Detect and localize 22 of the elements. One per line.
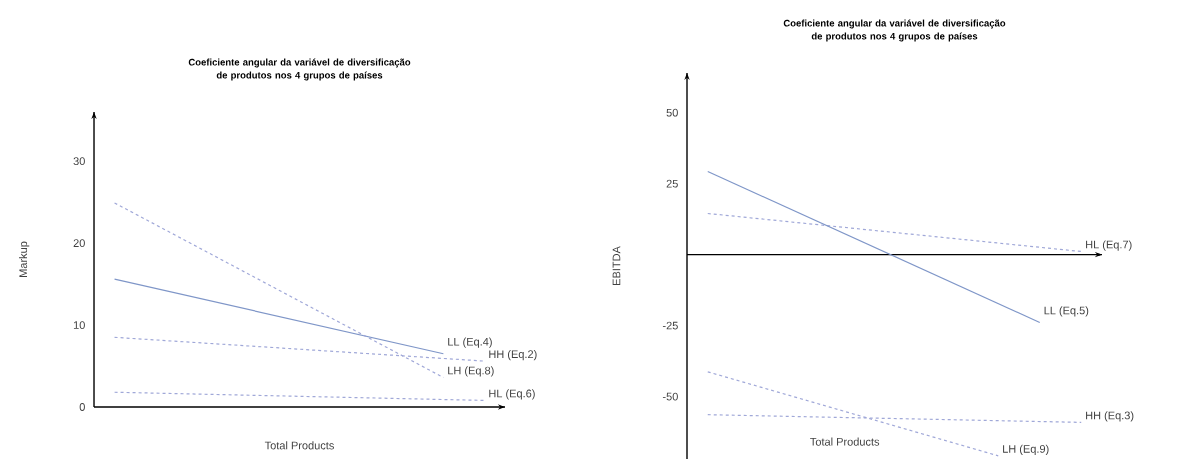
chart-title: Coeficiente angular da variável de diversificação de produtos nos 4 grupos de países [188,58,411,81]
y-tick-label: -25 [662,321,678,330]
y-tick-label: 25 [666,179,678,188]
y-tick-label: 50 [666,108,678,117]
x-axis-title: Total Products [810,437,880,446]
x-axis-title: Total Products [264,441,334,450]
series-label: LH (Eq.9) [1003,444,1049,455]
y-tick-label: 0 [79,403,85,411]
series-label: LH (Eq.8) [448,366,494,377]
series-label: HL (Eq.6) [489,389,535,400]
y-tick-label: 10 [73,321,85,329]
series-label: HL (Eq.7) [1086,240,1132,251]
y-tick-label: 20 [73,239,85,247]
series-label: LL (Eq.4) [448,337,492,348]
series-label: HH (Eq.3) [1086,411,1134,422]
series-label: HH (Eq.2) [489,349,537,361]
y-tick-label: 30 [73,157,85,166]
y-axis-title: Markup [19,241,30,277]
chart-title: Coeficiente angular da variável de diversificação de produtos nos 4 grupos de países [783,19,1006,42]
y-tick-label: -50 [662,392,678,401]
y-axis-title: EBITDA [612,246,621,285]
series-label: LL (Eq.5) [1044,306,1089,317]
